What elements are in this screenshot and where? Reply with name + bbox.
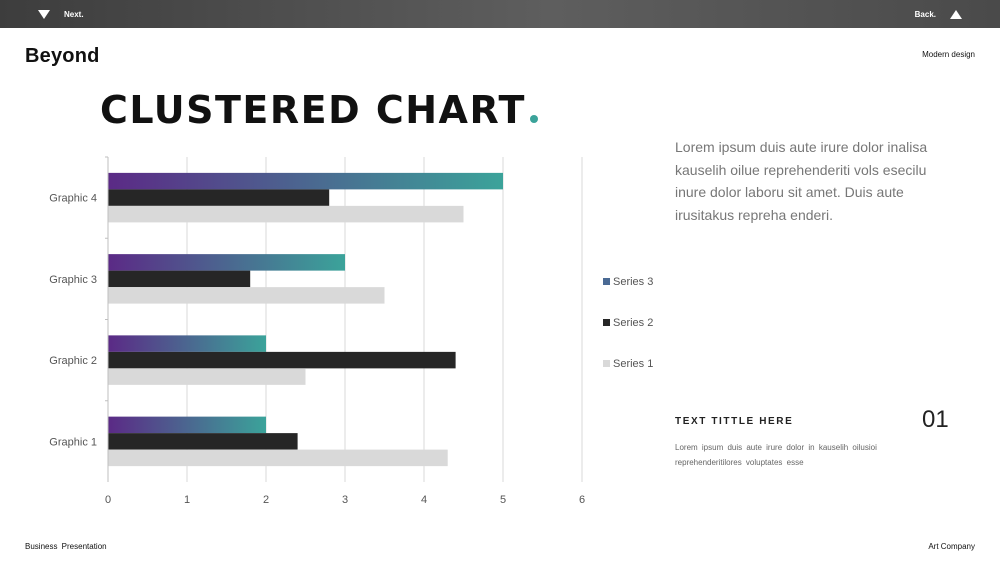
- top-bar: Next. Back.: [0, 0, 1000, 28]
- back-button[interactable]: Back.: [915, 0, 962, 28]
- bar-series-3: [108, 254, 345, 271]
- bar-series-3: [108, 335, 266, 352]
- y-tick-label: Graphic 3: [49, 274, 97, 286]
- legend-label: Series 1: [613, 358, 653, 370]
- legend-label: Series 3: [613, 276, 653, 288]
- description-text: Lorem ipsum duis aute irure dolor inalis…: [675, 139, 928, 223]
- triangle-up-icon: [950, 9, 962, 19]
- bar-series-1: [108, 205, 464, 223]
- footer-left: Business Presentation: [25, 542, 107, 551]
- back-label: Back.: [914, 9, 936, 19]
- triangle-down-icon: [38, 9, 50, 19]
- x-tick-label: 4: [421, 494, 427, 506]
- next-button[interactable]: Next.: [38, 0, 84, 28]
- footer-right: Art Company: [928, 542, 975, 551]
- legend-swatch: [603, 278, 610, 285]
- bar-series-1: [108, 287, 385, 304]
- next-label: Next.: [64, 9, 84, 19]
- bar-series-2: [108, 270, 251, 288]
- tagline: Modern design: [922, 50, 975, 59]
- legend-label: Series 2: [613, 317, 653, 329]
- x-tick-label: 5: [500, 494, 506, 506]
- x-tick-label: 0: [105, 494, 111, 506]
- x-tick-label: 2: [263, 494, 269, 506]
- slide-title: CLUSTERED CHART: [100, 88, 538, 132]
- brand-name: Beyond: [25, 45, 100, 67]
- x-tick-label: 6: [579, 494, 585, 506]
- bar-series-3: [108, 172, 503, 190]
- bar-series-1: [108, 368, 306, 385]
- x-tick-label: 3: [342, 494, 348, 506]
- y-tick-label: Graphic 2: [49, 355, 97, 367]
- bar-series-2: [108, 433, 298, 450]
- bar-series-2: [108, 189, 330, 206]
- bar-series-3: [108, 416, 266, 434]
- subsection-title: TEXT TITTLE HERE: [675, 416, 794, 427]
- bar-series-1: [108, 449, 448, 467]
- title-text: CLUSTERED CHART: [100, 88, 526, 132]
- title-dot-icon: [529, 115, 538, 123]
- subsection-text: Lorem ipsum duis aute irure dolor in kau…: [675, 443, 877, 467]
- subsection-number: 01: [922, 406, 949, 433]
- y-tick-label: Graphic 1: [49, 436, 97, 448]
- x-tick-label: 1: [184, 494, 190, 506]
- legend-swatch: [603, 319, 610, 326]
- legend-swatch: [603, 360, 610, 367]
- bar-series-2: [108, 351, 456, 369]
- y-tick-label: Graphic 4: [49, 193, 97, 205]
